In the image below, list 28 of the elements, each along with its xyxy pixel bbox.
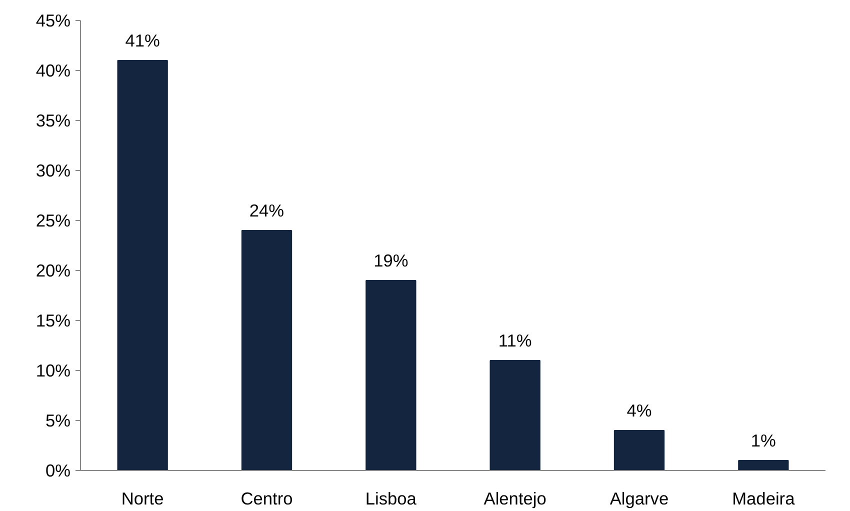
y-tick-label: 45%: [36, 10, 71, 30]
data-label: 1%: [750, 430, 776, 450]
data-label: 19%: [374, 250, 408, 270]
y-tick-label: 20%: [36, 260, 71, 280]
x-tick-label: Alentejo: [484, 488, 546, 508]
y-tick-label: 30%: [36, 160, 71, 180]
y-tick-label: 5%: [45, 410, 70, 430]
y-tick-label: 0%: [45, 460, 70, 480]
x-tick-label: Algarve: [610, 488, 669, 508]
bar: [490, 360, 540, 470]
x-tick-label: Norte: [121, 488, 164, 508]
y-tick-label: 15%: [36, 310, 71, 330]
y-tick-label: 40%: [36, 60, 71, 80]
bar: [738, 460, 789, 470]
x-tick-label: Madeira: [732, 488, 796, 508]
data-label: 4%: [626, 400, 652, 420]
bar: [614, 430, 665, 470]
x-tick-label: Lisboa: [365, 488, 417, 508]
x-tick-label: Centro: [240, 488, 293, 508]
y-tick-label: 10%: [36, 360, 71, 380]
data-label: 41%: [125, 30, 160, 50]
data-label: 11%: [498, 330, 532, 350]
data-label: 24%: [249, 200, 284, 220]
bar: [366, 280, 416, 470]
y-tick-label: 25%: [36, 210, 71, 230]
bar: [241, 230, 292, 470]
y-tick-label: 35%: [36, 110, 71, 130]
bar: [117, 60, 168, 470]
